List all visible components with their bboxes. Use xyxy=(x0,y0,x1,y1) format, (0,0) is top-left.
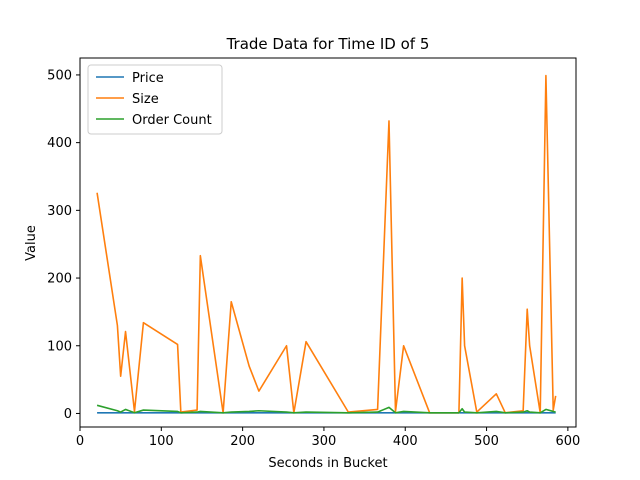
x-axis-label: Seconds in Bucket xyxy=(268,456,387,471)
y-tick-label: 100 xyxy=(47,339,72,354)
y-tick-label: 0 xyxy=(64,407,72,422)
y-tick-label: 200 xyxy=(47,272,72,287)
series-line-2 xyxy=(96,404,556,414)
series-line-1 xyxy=(96,74,557,414)
x-tick-label: 0 xyxy=(76,434,84,449)
y-tick-label: 400 xyxy=(47,136,72,151)
x-axis: 0 100 200 300 400 500 600 xyxy=(76,427,580,449)
legend: Price Size Order Count xyxy=(87,64,223,135)
legend-box xyxy=(87,64,223,135)
legend-label-2: Order Count xyxy=(132,113,212,128)
x-tick-label: 200 xyxy=(230,434,255,449)
plot-frame xyxy=(79,57,577,428)
y-tick-label: 300 xyxy=(47,204,72,219)
x-tick-label: 300 xyxy=(312,434,337,449)
y-tick-label: 500 xyxy=(47,68,72,83)
y-axis-label: Value xyxy=(24,225,39,261)
x-tick-label: 600 xyxy=(555,434,580,449)
legend-label-0: Price xyxy=(132,71,164,86)
y-axis: 0 100 200 300 400 500 xyxy=(47,68,80,422)
x-tick-label: 100 xyxy=(149,434,174,449)
x-tick-label: 500 xyxy=(474,434,499,449)
series-group xyxy=(96,74,557,414)
x-tick-label: 400 xyxy=(393,434,418,449)
legend-label-1: Size xyxy=(132,92,159,107)
plot-area xyxy=(79,57,577,428)
chart-title: Trade Data for Time ID of 5 xyxy=(226,35,430,53)
